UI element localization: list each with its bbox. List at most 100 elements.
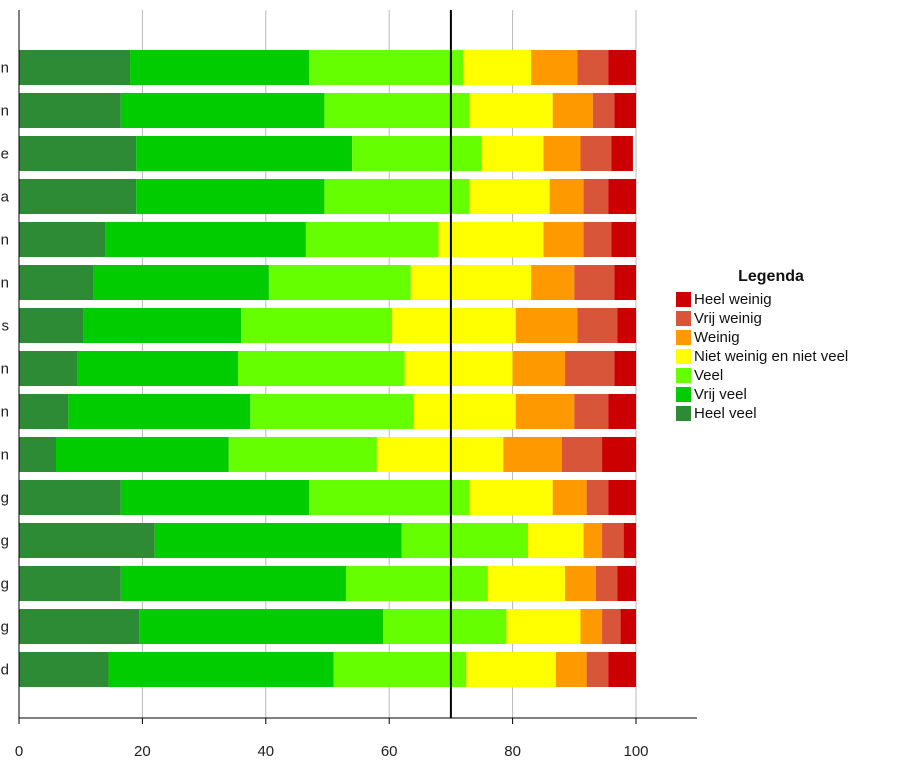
category-label-3: a <box>1 189 10 206</box>
bar-segment-10-5 <box>586 480 609 515</box>
category-label-0: n <box>1 60 9 77</box>
bar-segment-12-0 <box>19 566 121 601</box>
bar-segment-4-3 <box>438 222 544 257</box>
legend-item-5: Vrij veel <box>676 385 906 404</box>
bar-segment-10-4 <box>552 480 587 515</box>
bar-segment-6-3 <box>392 308 516 343</box>
bar-segment-14-2 <box>333 652 467 687</box>
x-tick-label-1: 20 <box>134 743 151 760</box>
bar-segment-10-0 <box>19 480 121 515</box>
x-tick-label-2: 40 <box>257 743 274 760</box>
bar-segment-0-2 <box>308 50 464 85</box>
bar-segment-4-2 <box>305 222 439 257</box>
bar-segment-2-0 <box>19 136 137 171</box>
bar-segment-10-2 <box>308 480 470 515</box>
x-tick-label-4: 80 <box>504 743 521 760</box>
legend-label-6: Heel veel <box>694 405 757 422</box>
bar-segment-8-6 <box>608 394 636 429</box>
bar-segment-1-5 <box>592 93 615 128</box>
bar-segment-9-6 <box>602 437 636 472</box>
bar-segment-11-0 <box>19 523 155 558</box>
bar-segment-9-2 <box>228 437 377 472</box>
legend-swatch-4 <box>676 368 691 383</box>
legend: Legenda Heel weinig Vrij weinig Weinig Niet… <box>676 268 906 423</box>
bar-segment-9-0 <box>19 437 57 472</box>
bar-segment-14-1 <box>108 652 334 687</box>
bar-segment-9-5 <box>561 437 603 472</box>
bar-segment-1-1 <box>120 93 325 128</box>
bar-segment-1-4 <box>552 93 593 128</box>
category-label-2: e <box>1 146 9 163</box>
bar-segment-2-2 <box>352 136 482 171</box>
bars <box>19 50 636 687</box>
category-label-14: d <box>1 662 9 679</box>
bar-segment-7-1 <box>77 351 239 386</box>
category-label-10: g <box>1 490 9 507</box>
legend-swatch-1 <box>676 311 691 326</box>
legend-label-4: Veel <box>694 367 724 384</box>
x-tick-labels: 0 20 40 60 80 100 <box>15 718 649 760</box>
bar-segment-4-4 <box>543 222 584 257</box>
bar-segment-3-6 <box>608 179 636 214</box>
legend-swatch-2 <box>676 330 691 345</box>
category-label-4: n <box>1 232 9 249</box>
category-label-7: n <box>1 361 9 378</box>
category-label-8: n <box>1 404 9 421</box>
bar-segment-10-3 <box>469 480 553 515</box>
legend-items: Heel weinig Vrij weinig Weinig Niet weinig … <box>676 290 906 423</box>
bar-segment-13-5 <box>602 609 621 644</box>
bar-segment-11-6 <box>623 523 636 558</box>
bar-segment-4-6 <box>611 222 636 257</box>
bar-segment-0-0 <box>19 50 131 85</box>
category-label-9: n <box>1 447 9 464</box>
bar-segment-6-0 <box>19 308 84 343</box>
bar-segment-13-0 <box>19 609 140 644</box>
legend-item-3: Niet weinig en niet veel <box>676 347 906 366</box>
bar-segment-9-1 <box>56 437 229 472</box>
category-label-13: g <box>1 619 9 636</box>
bar-segment-9-4 <box>503 437 562 472</box>
bar-segment-14-4 <box>555 652 587 687</box>
bar-segment-7-2 <box>238 351 405 386</box>
bar-segment-7-3 <box>404 351 513 386</box>
bar-segment-7-4 <box>512 351 566 386</box>
bar-segment-11-3 <box>528 523 584 558</box>
bar-segment-5-1 <box>93 265 269 300</box>
bar-segment-13-4 <box>580 609 603 644</box>
bar-segment-8-1 <box>68 394 251 429</box>
bar-segment-14-0 <box>19 652 109 687</box>
bar-segment-3-2 <box>324 179 470 214</box>
bar-segment-5-3 <box>410 265 532 300</box>
bar-segment-13-1 <box>139 609 384 644</box>
legend-label-0: Heel weinig <box>694 291 772 308</box>
legend-item-2: Weinig <box>676 328 906 347</box>
bar-segment-0-6 <box>608 50 636 85</box>
legend-label-3: Niet weinig en niet veel <box>694 348 849 365</box>
legend-label-1: Vrij weinig <box>694 310 762 327</box>
bar-segment-12-3 <box>487 566 566 601</box>
category-label-11: g <box>1 533 9 550</box>
axes <box>18 10 697 719</box>
bar-segment-2-5 <box>580 136 612 171</box>
category-labels: n n e a n n s n n n g g g g d <box>1 60 10 679</box>
bar-segment-10-6 <box>608 480 636 515</box>
bar-segment-8-5 <box>574 394 609 429</box>
bar-segment-14-3 <box>466 652 556 687</box>
bar-segment-5-6 <box>614 265 636 300</box>
bar-segment-11-5 <box>602 523 624 558</box>
legend-label-5: Vrij veel <box>694 386 747 403</box>
bar-segment-3-0 <box>19 179 137 214</box>
bar-segment-13-6 <box>620 609 636 644</box>
legend-item-1: Vrij weinig <box>676 309 906 328</box>
bar-segment-2-4 <box>543 136 581 171</box>
bar-segment-5-0 <box>19 265 94 300</box>
bar-segment-3-1 <box>136 179 325 214</box>
bar-segment-1-6 <box>614 93 636 128</box>
bar-segment-3-5 <box>583 179 609 214</box>
bar-segment-8-0 <box>19 394 69 429</box>
bar-segment-14-6 <box>608 652 636 687</box>
bar-segment-13-2 <box>383 609 507 644</box>
bar-segment-5-2 <box>268 265 411 300</box>
bar-segment-6-1 <box>83 308 242 343</box>
